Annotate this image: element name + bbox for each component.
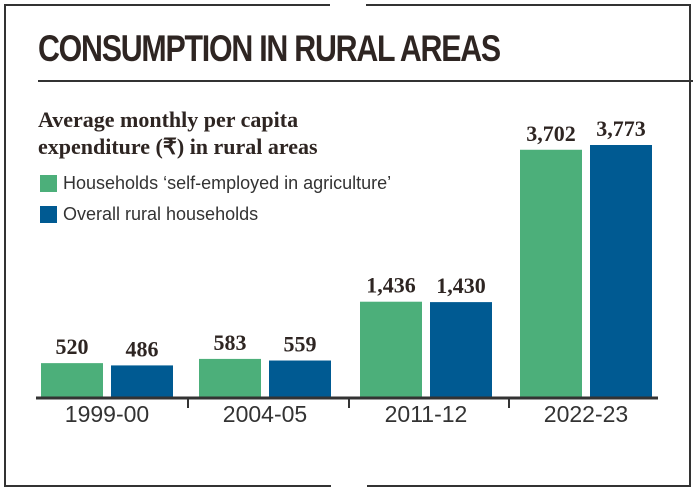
legend-item-overall: Overall rural households bbox=[40, 204, 258, 225]
data-label: 1,430 bbox=[436, 273, 486, 298]
bar bbox=[590, 145, 652, 398]
bar bbox=[199, 358, 261, 398]
chart-title: CONSUMPTION IN RURAL AREAS bbox=[38, 28, 501, 69]
bar bbox=[520, 149, 582, 398]
data-label: 3,773 bbox=[596, 116, 646, 141]
data-label: 486 bbox=[126, 336, 159, 361]
bar bbox=[111, 365, 173, 398]
bar bbox=[430, 302, 492, 398]
x-tick-label: 2022-23 bbox=[544, 401, 628, 427]
legend-item-agriculture: Households ‘self-employed in agriculture… bbox=[40, 173, 391, 194]
data-label: 3,702 bbox=[526, 121, 576, 146]
chart-subtitle: Average monthly per capita expenditure (… bbox=[38, 107, 318, 159]
x-tick-label: 2004-05 bbox=[223, 401, 307, 427]
x-tick-label: 1999-00 bbox=[65, 401, 149, 427]
data-label: 559 bbox=[284, 332, 317, 357]
bar bbox=[269, 360, 331, 398]
frame-gap-bottom bbox=[331, 482, 367, 488]
frame-gap-top bbox=[330, 2, 366, 8]
x-tick-label: 2011-12 bbox=[385, 401, 468, 427]
legend-label: Overall rural households bbox=[63, 204, 259, 224]
data-label: 583 bbox=[214, 330, 247, 355]
bar bbox=[360, 301, 422, 398]
bar bbox=[41, 363, 103, 398]
legend-label: Households ‘self-employed in agriculture… bbox=[63, 173, 392, 193]
legend-swatch-blue bbox=[40, 206, 57, 223]
legend-swatch-green bbox=[40, 175, 57, 192]
data-label: 1,436 bbox=[366, 273, 416, 298]
title-rule bbox=[38, 80, 693, 82]
data-label: 520 bbox=[56, 334, 89, 359]
